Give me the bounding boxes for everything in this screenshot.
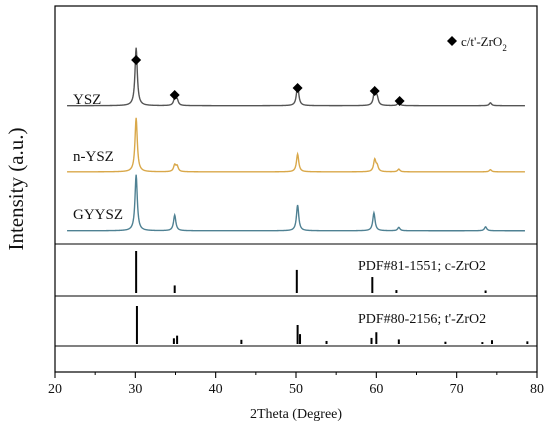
peak-markers <box>131 55 405 106</box>
series-line-3 <box>67 174 525 232</box>
peak-marker-2 <box>169 90 180 100</box>
x-tick-label-20: 20 <box>48 382 62 397</box>
legend-marker-icon <box>447 36 457 46</box>
x-tick-label-30: 30 <box>128 382 142 397</box>
peak-marker-3 <box>292 83 303 93</box>
x-tick-label-70: 70 <box>450 382 464 397</box>
series-labels: YSZ n-YSZ GYYSZ <box>73 92 123 223</box>
x-tick-label-60: 60 <box>369 382 383 397</box>
reference-label-2: PDF#80-2156; t'-ZrO2 <box>358 312 486 327</box>
series-label-1: YSZ <box>73 92 101 108</box>
peak-marker-4 <box>369 86 380 96</box>
x-tick-label-50: 50 <box>289 382 303 397</box>
series-line-1 <box>67 47 525 107</box>
x-axis-ticks: 20 30 40 50 60 70 80 <box>48 372 544 397</box>
x-tick-label-40: 40 <box>209 382 223 397</box>
x-axis-label: 2Theta (Degree) <box>250 407 342 422</box>
y-axis-label: Intensity (a.u.) <box>4 127 28 250</box>
x-tick-label-80: 80 <box>530 382 544 397</box>
diffraction-patterns <box>67 47 525 232</box>
reference-stick-patterns <box>135 251 529 344</box>
reference-label-1: PDF#81-1551; c-ZrO2 <box>358 259 486 274</box>
peak-marker-5 <box>394 96 405 106</box>
legend-label: c/t'-ZrO2 <box>461 34 507 53</box>
reference-panel-dividers <box>55 243 537 347</box>
reference-labels: PDF#81-1551; c-ZrO2 PDF#80-2156; t'-ZrO2 <box>358 259 486 327</box>
series-line-2 <box>67 117 525 173</box>
series-label-3: GYYSZ <box>73 207 123 223</box>
series-label-2: n-YSZ <box>73 149 114 165</box>
peak-marker-1 <box>131 55 142 65</box>
legend: c/t'-ZrO2 <box>447 34 507 53</box>
